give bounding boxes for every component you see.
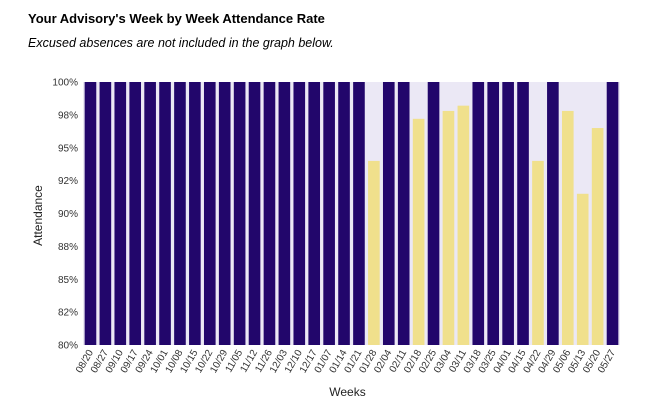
- y-axis-label: Attendance: [31, 185, 45, 246]
- bar-08-27: [99, 82, 112, 345]
- y-tick-label: 82%: [58, 308, 78, 319]
- bar-04-15: [517, 82, 529, 345]
- bar-01-14: [338, 82, 350, 345]
- bar-04-22: [532, 160, 544, 345]
- bar-05-13: [576, 193, 589, 345]
- y-tick-label: 88%: [58, 242, 78, 253]
- bar-10-08: [174, 82, 186, 345]
- bar-05-20: [591, 128, 604, 345]
- bar-11-12: [248, 82, 261, 345]
- bar-11-05: [233, 82, 246, 345]
- y-tick-label: 98%: [58, 110, 78, 121]
- y-tick-label: 92%: [58, 176, 78, 187]
- plot-background: [83, 82, 620, 345]
- bar-05-06: [561, 110, 574, 346]
- x-axis-label: Weeks: [329, 385, 365, 399]
- bar-09-17: [129, 82, 142, 345]
- bar-10-15: [189, 82, 201, 345]
- bar-10-22: [203, 82, 216, 345]
- bar-10-29: [218, 82, 231, 345]
- bar-03-11: [457, 105, 470, 345]
- bar-01-28: [368, 160, 380, 345]
- x-axis-ticks: 08/2008/2709/1009/1709/2410/0110/0810/15…: [74, 348, 618, 376]
- bar-01-07: [323, 82, 335, 345]
- bar-02-04: [382, 82, 395, 345]
- y-axis-ticks: 80% 82% 85% 88% 90% 92% 95% 98% 100%: [52, 78, 78, 352]
- y-tick-label: 90%: [58, 209, 78, 220]
- bar-03-04: [442, 110, 455, 346]
- bar-04-01: [502, 82, 514, 345]
- page-title: Your Advisory's Week by Week Attendance …: [28, 11, 325, 26]
- bar-09-10: [114, 82, 127, 345]
- page-subtitle: Excused absences are not included in the…: [28, 36, 334, 50]
- bar-08-20: [84, 82, 97, 345]
- bar-10-01: [159, 82, 171, 345]
- bar-02-11: [397, 82, 410, 345]
- bar-02-18: [412, 118, 425, 345]
- bar-04-29: [547, 82, 559, 345]
- y-tick-label: 85%: [58, 275, 78, 286]
- bar-09-24: [144, 82, 156, 345]
- bar-12-03: [278, 82, 291, 345]
- bar-11-26: [263, 82, 276, 345]
- bar-03-25: [487, 82, 500, 345]
- bar-03-18: [472, 82, 485, 345]
- bar-01-21: [353, 82, 365, 345]
- bar-02-25: [427, 82, 440, 345]
- y-tick-label: 100%: [52, 78, 78, 89]
- bar-05-27: [606, 82, 619, 345]
- bar-12-17: [308, 82, 321, 345]
- y-tick-label: 95%: [58, 143, 78, 154]
- bars-group: [84, 82, 619, 346]
- bar-12-10: [293, 82, 306, 345]
- y-tick-label: 80%: [58, 341, 78, 352]
